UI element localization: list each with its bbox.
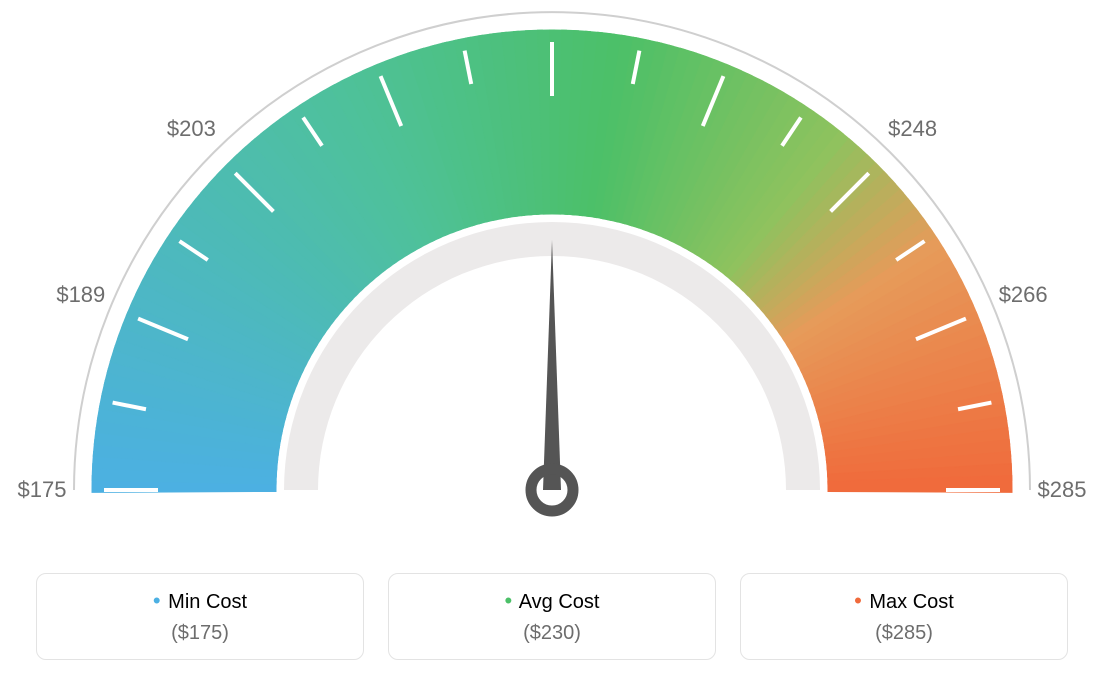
legend-min: • Min Cost ($175) — [36, 573, 364, 660]
legend-min-value: ($175) — [37, 622, 363, 645]
legend-avg-label: • Avg Cost — [389, 590, 715, 612]
legend-row: • Min Cost ($175) • Avg Cost ($230) • Ma… — [36, 573, 1068, 660]
legend-max: • Max Cost ($285) — [740, 573, 1068, 660]
legend-max-value: ($285) — [741, 622, 1067, 645]
legend-min-text: Min Cost — [168, 591, 247, 613]
legend-max-text: Max Cost — [869, 591, 953, 613]
gauge-chart: $175$189$203$230$248$266$285 — [0, 0, 1104, 560]
gauge-tick-label: $189 — [56, 282, 105, 308]
gauge-tick-label: $266 — [999, 282, 1048, 308]
gauge-tick-label: $175 — [18, 477, 67, 503]
legend-avg-text: Avg Cost — [519, 591, 600, 613]
gauge-tick-label: $248 — [888, 116, 937, 142]
gauge-tick-label: $285 — [1038, 477, 1087, 503]
gauge-tick-label: $203 — [167, 116, 216, 142]
dot-icon: • — [153, 588, 161, 613]
gauge-svg — [0, 0, 1104, 560]
dot-icon: • — [505, 588, 513, 613]
legend-max-label: • Max Cost — [741, 590, 1067, 612]
legend-avg-value: ($230) — [389, 622, 715, 645]
legend-min-label: • Min Cost — [37, 590, 363, 612]
dot-icon: • — [854, 588, 862, 613]
legend-avg: • Avg Cost ($230) — [388, 573, 716, 660]
